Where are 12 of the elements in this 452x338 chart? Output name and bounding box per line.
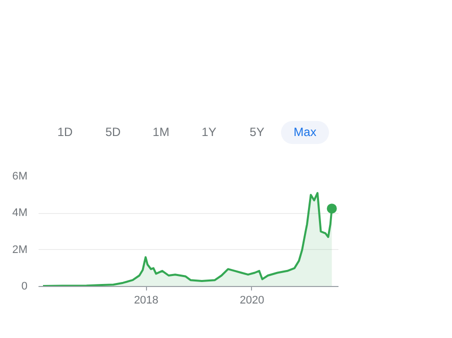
text: Max [281, 121, 329, 144]
text: 5Y [248, 124, 266, 141]
text: 1Y [200, 124, 218, 141]
text: 5D [104, 124, 122, 141]
text: 1D [56, 124, 74, 141]
y-tick-label: 6M [12, 170, 28, 182]
x-tick-label: 2020 [240, 294, 264, 306]
y-tick-label: 4M [12, 207, 28, 220]
y-tick-label: 0 [21, 280, 28, 292]
y-tick-label: 2M [12, 244, 28, 256]
x-tick-label: 2018 [134, 294, 158, 306]
text: 1M [152, 124, 170, 141]
